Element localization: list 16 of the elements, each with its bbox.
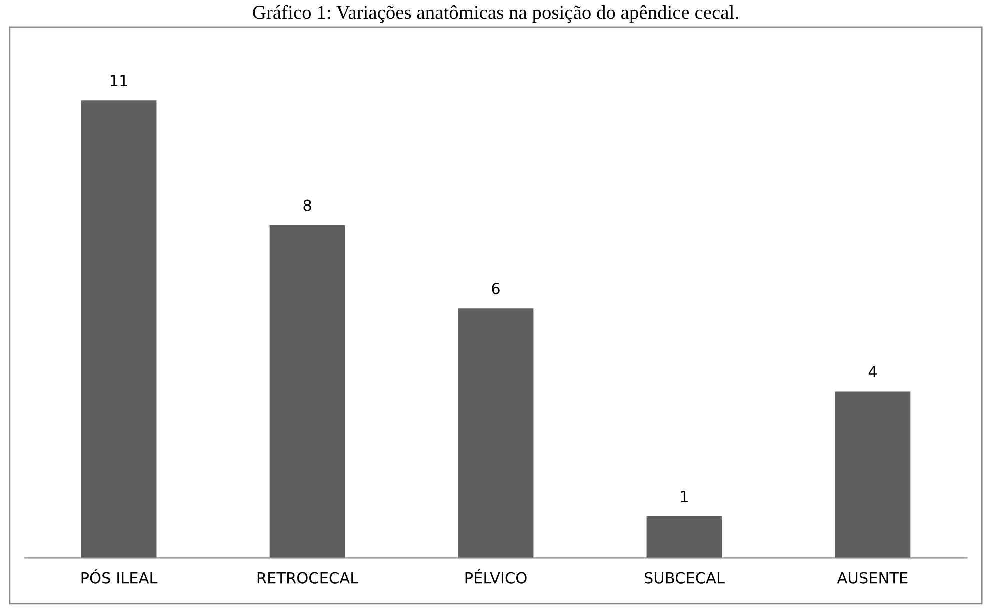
data-label: 8 bbox=[304, 200, 312, 212]
bar bbox=[646, 516, 722, 558]
bar bbox=[81, 100, 157, 558]
bar bbox=[458, 308, 534, 558]
data-label: 11 bbox=[111, 75, 128, 86]
x-tick-label: SUBCECAL bbox=[644, 572, 725, 584]
data-label: 6 bbox=[492, 282, 500, 295]
data-label: 4 bbox=[868, 366, 877, 378]
x-tick-label: AUSENTE bbox=[837, 572, 908, 584]
chart-title: Gráfico 1: Variações anatômicas na posição do apêndice cecal. bbox=[253, 5, 738, 24]
x-tick-label: PÓS ILEAL bbox=[82, 570, 158, 584]
x-tick-label: RETROCECAL bbox=[258, 572, 359, 584]
bar bbox=[270, 225, 346, 558]
bar bbox=[835, 392, 911, 558]
data-label: 1 bbox=[681, 491, 688, 502]
x-tick-label: PÉLVICO bbox=[466, 570, 527, 584]
